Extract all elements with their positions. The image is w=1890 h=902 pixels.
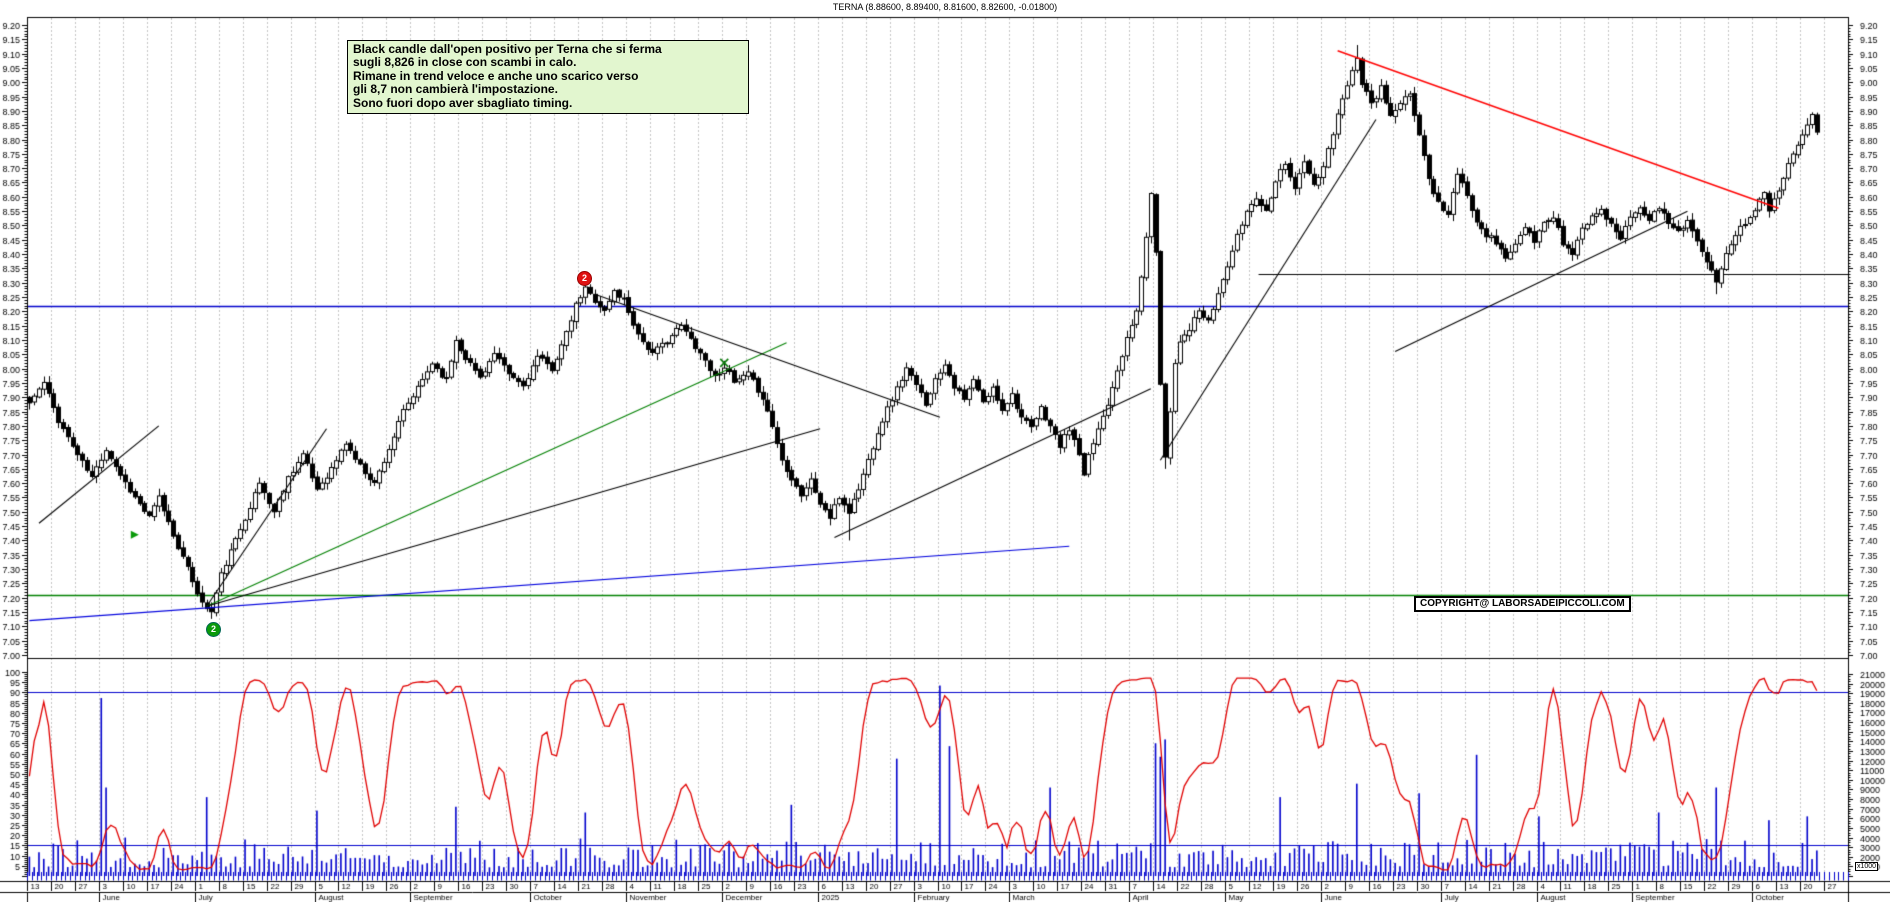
volume-multiplier-label: x1000 [1855, 862, 1879, 871]
chart-title: TERNA (8.88600, 8.89400, 8.81600, 8.8260… [832, 2, 1058, 12]
annotation-line: Rimane in trend veloce e anche uno scari… [353, 68, 639, 83]
copyright-label: COPYRIGHT@ LABORSADEIPICCOLI.COM [1414, 596, 1631, 612]
analyst-annotation-note: Black candle dall'open positivo per Tern… [347, 40, 749, 115]
annotation-line: Black candle dall'open positivo per Tern… [353, 42, 662, 56]
wave-2-marker-bottom: 2 [206, 622, 221, 637]
annotation-line: Sono fuori dopo aver sbagliato timing. [353, 95, 573, 110]
annotation-line: gli 8,7 non cambierà l'impostazione. [353, 82, 558, 97]
wave-2-marker-top: 2 [577, 271, 592, 286]
annotation-line: sugli 8,826 in close con scambi in calo. [353, 55, 577, 70]
